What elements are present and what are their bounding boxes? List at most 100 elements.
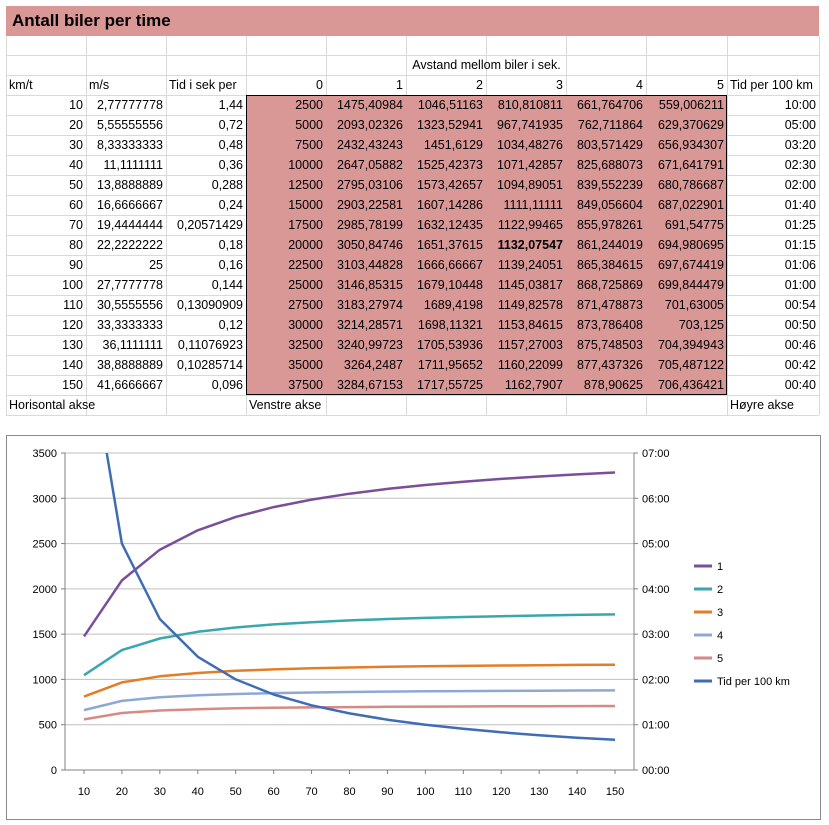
cell-cars-per-hour[interactable]: 3183,27974 [336, 298, 403, 312]
cell-cars-per-hour[interactable]: 3050,84746 [336, 238, 403, 252]
cell-cars-per-hour[interactable]: 2985,78199 [336, 218, 403, 232]
cell-cars-per-hour[interactable]: 3240,99723 [336, 338, 403, 352]
cell-cars-per-hour[interactable]: 810,810811 [497, 98, 563, 112]
cell-cars-per-hour[interactable]: 706,436421 [657, 378, 724, 392]
cell-tid-per-100km[interactable]: 10:00 [784, 98, 816, 112]
cell-tid[interactable]: 0,18 [218, 238, 243, 252]
cell-cars-per-hour[interactable]: 697,674419 [657, 258, 724, 272]
spreadsheet[interactable]: Antall biler per time Avstand mellom bil… [0, 0, 829, 430]
cell-ms[interactable]: 11,1111111 [103, 158, 163, 172]
cell-tid[interactable]: 0,096 [211, 378, 243, 392]
cell-cars-per-hour[interactable]: 868,725869 [576, 278, 643, 292]
cell-cars-per-hour[interactable]: 2500 [295, 98, 323, 112]
cell-tid-per-100km[interactable]: 00:40 [784, 378, 816, 392]
cell-kmt[interactable]: 110 [63, 298, 83, 312]
cell-cars-per-hour[interactable]: 1111,11111 [503, 198, 563, 212]
cell-cars-per-hour[interactable]: 687,022901 [657, 198, 724, 212]
cell-tid-per-100km[interactable]: 01:06 [784, 258, 816, 272]
cell-cars-per-hour[interactable]: 1651,37615 [416, 238, 483, 252]
cell-cars-per-hour[interactable]: 1071,42857 [496, 158, 563, 172]
cell-cars-per-hour[interactable]: 1122,99465 [497, 218, 563, 232]
header-distance-0[interactable]: 0 [316, 78, 323, 92]
cell-tid-per-100km[interactable]: 05:00 [784, 118, 816, 132]
label-horizontal-axis[interactable]: Horisontal akse [9, 398, 96, 412]
cell-kmt[interactable]: 10 [69, 98, 83, 112]
cell-cars-per-hour[interactable]: 629,370629 [657, 118, 724, 132]
cell-cars-per-hour[interactable]: 1323,52941 [416, 118, 483, 132]
cell-ms[interactable]: 2,77777778 [96, 98, 163, 112]
cell-cars-per-hour[interactable]: 699,844479 [657, 278, 724, 292]
cell-cars-per-hour[interactable]: 1607,14286 [416, 198, 483, 212]
cell-kmt[interactable]: 100 [62, 278, 83, 292]
cell-cars-per-hour[interactable]: 1689,4198 [423, 298, 483, 312]
cell-cars-per-hour[interactable]: 1711,95652 [417, 358, 483, 372]
cell-ms[interactable]: 30,5555556 [96, 298, 163, 312]
header-distance-4[interactable]: 4 [636, 78, 643, 92]
cell-kmt[interactable]: 130 [62, 338, 83, 352]
cell-cars-per-hour[interactable]: 3146,85315 [336, 278, 403, 292]
cell-cars-per-hour[interactable]: 32500 [288, 338, 323, 352]
cell-tid[interactable]: 0,13090909 [176, 298, 243, 312]
cell-cars-per-hour[interactable]: 3214,28571 [336, 318, 403, 332]
cell-kmt[interactable]: 140 [62, 358, 83, 372]
cell-tid-per-100km[interactable]: 01:25 [784, 218, 816, 232]
cell-kmt[interactable]: 150 [62, 378, 83, 392]
cell-ms[interactable]: 25 [149, 258, 163, 272]
cell-cars-per-hour[interactable]: 701,63005 [664, 298, 724, 312]
cell-ms[interactable]: 38,8888889 [96, 358, 163, 372]
cell-ms[interactable]: 19,4444444 [96, 218, 163, 232]
cell-kmt[interactable]: 90 [69, 258, 83, 272]
cell-tid[interactable]: 0,48 [218, 138, 243, 152]
cell-cars-per-hour[interactable]: 17500 [288, 218, 323, 232]
header-tid-per-100km[interactable]: Tid per 100 km [730, 78, 813, 92]
cell-cars-per-hour[interactable]: 20000 [288, 238, 323, 252]
cell-tid[interactable]: 0,24 [218, 198, 243, 212]
cell-ms[interactable]: 33,3333333 [96, 318, 163, 332]
cell-cars-per-hour[interactable]: 1451,6129 [423, 138, 483, 152]
cell-cars-per-hour[interactable]: 3284,67153 [336, 378, 403, 392]
cell-cars-per-hour[interactable]: 1094,89051 [496, 178, 563, 192]
title-bar[interactable]: Antall biler per time [6, 6, 819, 36]
cell-cars-per-hour[interactable]: 3103,44828 [336, 258, 403, 272]
header-distance-1[interactable]: 1 [396, 78, 403, 92]
cell-cars-per-hour[interactable]: 2795,03106 [336, 178, 403, 192]
cell-cars-per-hour[interactable]: 861,244019 [576, 238, 643, 252]
cell-cars-per-hour[interactable]: 1160,22099 [497, 358, 563, 372]
cell-cars-per-hour[interactable]: 691,54775 [664, 218, 724, 232]
cell-kmt[interactable]: 30 [69, 138, 83, 152]
cell-cars-per-hour[interactable]: 803,571429 [576, 138, 643, 152]
cell-tid[interactable]: 0,11076923 [177, 338, 243, 352]
cell-tid-per-100km[interactable]: 01:00 [784, 278, 816, 292]
cell-tid[interactable]: 0,16 [218, 258, 243, 272]
cell-cars-per-hour[interactable]: 2432,43243 [336, 138, 403, 152]
cell-ms[interactable]: 22,2222222 [96, 238, 163, 252]
cell-cars-per-hour[interactable]: 2647,05882 [336, 158, 403, 172]
cell-tid[interactable]: 0,36 [218, 158, 243, 172]
header-tid[interactable]: Tid i sek per [169, 78, 237, 92]
cell-tid[interactable]: 0,144 [211, 278, 243, 292]
cell-kmt[interactable]: 40 [69, 158, 83, 172]
cell-cars-per-hour[interactable]: 705,487122 [657, 358, 724, 372]
cell-tid-per-100km[interactable]: 01:40 [784, 198, 816, 212]
cell-cars-per-hour[interactable]: 15000 [288, 198, 323, 212]
cell-cars-per-hour[interactable]: 1034,48276 [496, 138, 563, 152]
cell-cars-per-hour[interactable]: 1046,51163 [417, 98, 483, 112]
cell-cars-per-hour[interactable]: 762,711864 [577, 118, 643, 132]
cell-cars-per-hour[interactable]: 865,384615 [576, 258, 643, 272]
header-distance-5[interactable]: 5 [717, 78, 724, 92]
cell-cars-per-hour[interactable]: 1573,42657 [416, 178, 483, 192]
header-distance-3[interactable]: 3 [556, 78, 563, 92]
cell-cars-per-hour[interactable]: 2093,02326 [336, 118, 403, 132]
cell-kmt[interactable]: 50 [69, 178, 83, 192]
cell-cars-per-hour[interactable]: 1475,40984 [336, 98, 403, 112]
cell-tid[interactable]: 1,44 [218, 98, 243, 112]
cell-cars-per-hour[interactable]: 656,934307 [657, 138, 724, 152]
cell-ms[interactable]: 5,55555556 [96, 118, 163, 132]
cell-tid-per-100km[interactable]: 02:30 [784, 158, 816, 172]
cell-tid[interactable]: 0,288 [211, 178, 243, 192]
cell-ms[interactable]: 16,6666667 [96, 198, 163, 212]
cell-kmt[interactable]: 60 [69, 198, 83, 212]
header-distance-2[interactable]: 2 [476, 78, 483, 92]
cell-cars-per-hour[interactable]: 877,437326 [576, 358, 643, 372]
cell-tid-per-100km[interactable]: 02:00 [784, 178, 816, 192]
